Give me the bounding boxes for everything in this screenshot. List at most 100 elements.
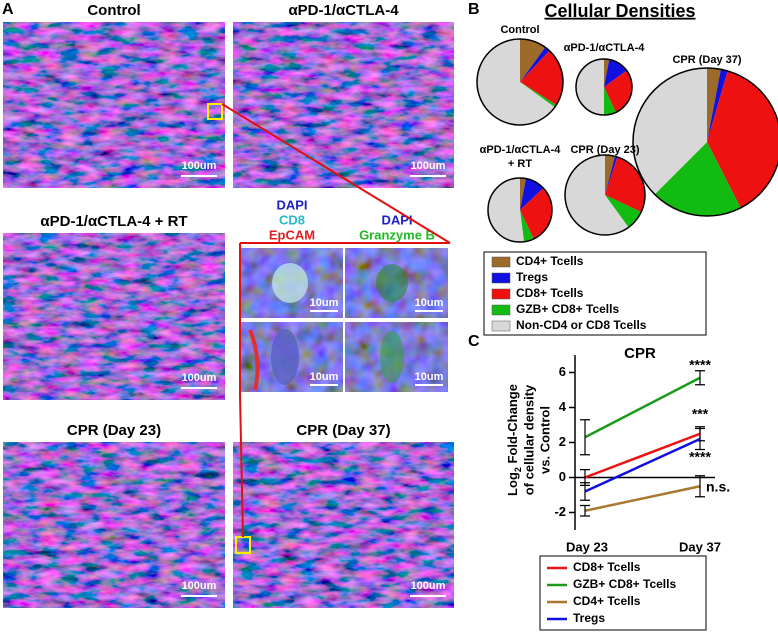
y-axis-label: vs. Control bbox=[537, 406, 552, 474]
y-axis-label: Log2 Fold-Change bbox=[505, 384, 523, 496]
error-bar bbox=[695, 370, 705, 386]
annotation: *** bbox=[692, 406, 709, 422]
annotation: **** bbox=[689, 449, 711, 465]
stain-label: CD8 bbox=[279, 212, 305, 227]
cell bbox=[272, 263, 308, 303]
chart-title: Cellular Densities bbox=[544, 1, 695, 21]
error-bar bbox=[695, 427, 705, 451]
pie-slice bbox=[488, 178, 525, 242]
pie-slice bbox=[605, 156, 618, 195]
pie-title: CPR (Day 23) bbox=[570, 144, 639, 156]
y-tick-label: 0 bbox=[559, 469, 566, 484]
scale-label: 100um bbox=[411, 580, 446, 592]
scale-label: 10um bbox=[310, 371, 339, 383]
scale-label: 100um bbox=[182, 580, 217, 592]
pie-title: CPR (Day 37) bbox=[672, 54, 741, 66]
micrograph-title: CPR (Day 37) bbox=[296, 422, 390, 439]
error-bar bbox=[695, 475, 705, 498]
pie-outline bbox=[476, 38, 564, 126]
legend-label: Non-CD4 or CD8 Tcells bbox=[516, 318, 647, 332]
pie-slice bbox=[520, 210, 534, 242]
pie-title: αPD-1/αCTLA-4 bbox=[564, 42, 646, 54]
pie-title: + RT bbox=[508, 158, 532, 170]
pie-slice bbox=[520, 82, 557, 108]
error-bar bbox=[580, 504, 590, 517]
legend-label: Tregs bbox=[573, 611, 605, 625]
y-tick-label: 6 bbox=[559, 364, 566, 379]
legend-label: CD4+ Tcells bbox=[573, 594, 641, 608]
error-bar bbox=[580, 482, 590, 501]
panel-label: B bbox=[468, 1, 480, 18]
pie-title: Control bbox=[500, 24, 539, 36]
pie-slice bbox=[520, 39, 546, 82]
line bbox=[584, 432, 701, 479]
panel-label: C bbox=[468, 333, 480, 350]
scale-label: 10um bbox=[415, 371, 444, 383]
pie-slice bbox=[565, 155, 629, 235]
micrograph-title: αPD-1/αCTLA-4 bbox=[288, 2, 399, 19]
stain-label: EpCAM bbox=[269, 227, 315, 242]
pie-slice bbox=[707, 68, 721, 142]
pie-title: αPD-1/αCTLA-4 bbox=[480, 144, 562, 156]
pie-slice bbox=[604, 59, 627, 87]
micrograph bbox=[3, 22, 225, 188]
micrograph bbox=[233, 442, 454, 608]
pie-outline bbox=[487, 177, 553, 243]
stain-label: DAPI bbox=[276, 197, 307, 212]
pie-slice bbox=[477, 39, 555, 125]
pie-outline bbox=[564, 154, 646, 236]
legend-swatch bbox=[491, 320, 511, 332]
annotation: **** bbox=[689, 357, 711, 373]
pie-slice bbox=[654, 142, 741, 216]
annotation: n.s. bbox=[706, 479, 730, 495]
membrane bbox=[248, 329, 260, 391]
pie-slice bbox=[707, 69, 728, 142]
legend-swatch bbox=[491, 256, 511, 268]
legend-swatch bbox=[491, 304, 511, 316]
scale-label: 100um bbox=[411, 160, 446, 172]
pie-slice bbox=[520, 50, 563, 106]
pie-slice bbox=[605, 155, 615, 195]
pie-slice bbox=[604, 87, 616, 115]
legend-swatch bbox=[491, 272, 511, 284]
pie-slice bbox=[576, 59, 604, 115]
line bbox=[584, 485, 701, 512]
y-axis-label-part: 2 bbox=[513, 467, 523, 472]
pie-slice bbox=[604, 70, 632, 113]
legend-label: CD8+ Tcells bbox=[516, 286, 584, 300]
scale-label: 10um bbox=[310, 297, 339, 309]
legend-swatch bbox=[491, 288, 511, 300]
cell bbox=[271, 329, 299, 385]
legend bbox=[539, 555, 707, 631]
pie-slice bbox=[520, 188, 552, 239]
stain-label: Granzyme B bbox=[359, 227, 435, 242]
cell bbox=[376, 264, 408, 302]
zoom-box bbox=[207, 103, 223, 120]
y-axis-label-part: Fold-Change bbox=[505, 384, 520, 467]
pie-slice bbox=[632, 68, 707, 195]
y-tick-label: 4 bbox=[559, 399, 567, 414]
scale-label: 10um bbox=[415, 297, 444, 309]
scale-label: 100um bbox=[182, 372, 217, 384]
zoom-line bbox=[239, 394, 244, 538]
micrograph bbox=[3, 442, 225, 608]
micrograph-title: Control bbox=[87, 2, 140, 19]
micrograph-title: αPD-1/αCTLA-4 + RT bbox=[40, 213, 187, 230]
y-axis-label-part: Log bbox=[505, 472, 520, 496]
error-bar bbox=[580, 419, 590, 456]
micrograph-title: CPR (Day 23) bbox=[67, 422, 161, 439]
x-tick-label: Day 37 bbox=[679, 539, 721, 554]
chart-title: CPR bbox=[624, 345, 656, 362]
legend bbox=[483, 251, 707, 336]
line bbox=[584, 376, 701, 439]
pie-slice bbox=[605, 156, 645, 213]
scale-label: 100um bbox=[182, 160, 217, 172]
legend-label: CD4+ Tcells bbox=[516, 254, 584, 268]
legend-label: GZB+ CD8+ Tcells bbox=[573, 577, 676, 591]
legend-label: GZB+ CD8+ Tcells bbox=[516, 302, 619, 316]
cell bbox=[380, 331, 404, 383]
pie-slice bbox=[520, 178, 544, 210]
x-tick-label: Day 23 bbox=[566, 539, 608, 554]
insets: DAPI CD8 EpCAM DAPI Granzyme B bbox=[240, 197, 448, 392]
